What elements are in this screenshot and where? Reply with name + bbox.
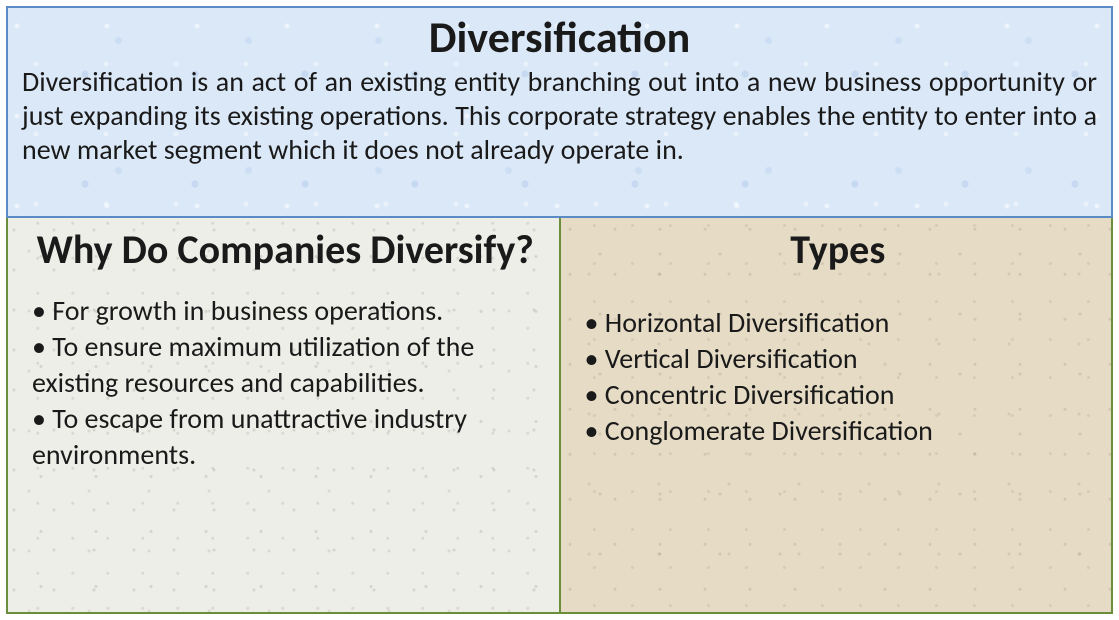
types-panel: Types • Horizontal Diversification • Ver… <box>560 218 1114 614</box>
why-bullet-list: • For growth in business operations. • T… <box>32 293 539 472</box>
types-bullet: • Concentric Diversification <box>585 377 1092 413</box>
types-bullet-text: Conglomerate Diversification <box>605 413 933 448</box>
why-bullet-text: To escape from unattractive industry env… <box>32 401 467 472</box>
types-bullet-text: Concentric Diversification <box>605 377 895 412</box>
why-title: Why Do Companies Diversify? <box>32 226 539 273</box>
main-title: Diversification <box>22 12 1097 63</box>
types-bullet: • Vertical Diversification <box>585 341 1092 377</box>
why-bullet-text: For growth in business operations. <box>52 293 443 328</box>
types-bullet-text: Horizontal Diversification <box>605 305 890 340</box>
types-title: Types <box>585 226 1092 273</box>
types-bullet-text: Vertical Diversification <box>605 341 858 376</box>
bottom-row: Why Do Companies Diversify? • For growth… <box>6 218 1113 614</box>
why-bullet: • To escape from unattractive industry e… <box>32 401 539 473</box>
why-bullet: • To ensure maximum utilization of the e… <box>32 329 539 401</box>
types-bullet-list: • Horizontal Diversification • Vertical … <box>585 305 1092 448</box>
header-panel: Diversification Diversification is an ac… <box>6 6 1113 218</box>
why-bullet: • For growth in business operations. <box>32 293 539 329</box>
types-bullet: • Conglomerate Diversification <box>585 413 1092 449</box>
main-body-text: Diversification is an act of an existing… <box>22 65 1097 167</box>
why-bullet-text: To ensure maximum utilization of the exi… <box>32 329 474 400</box>
why-panel: Why Do Companies Diversify? • For growth… <box>6 218 560 614</box>
infographic-container: Diversification Diversification is an ac… <box>0 0 1119 620</box>
types-bullet: • Horizontal Diversification <box>585 305 1092 341</box>
